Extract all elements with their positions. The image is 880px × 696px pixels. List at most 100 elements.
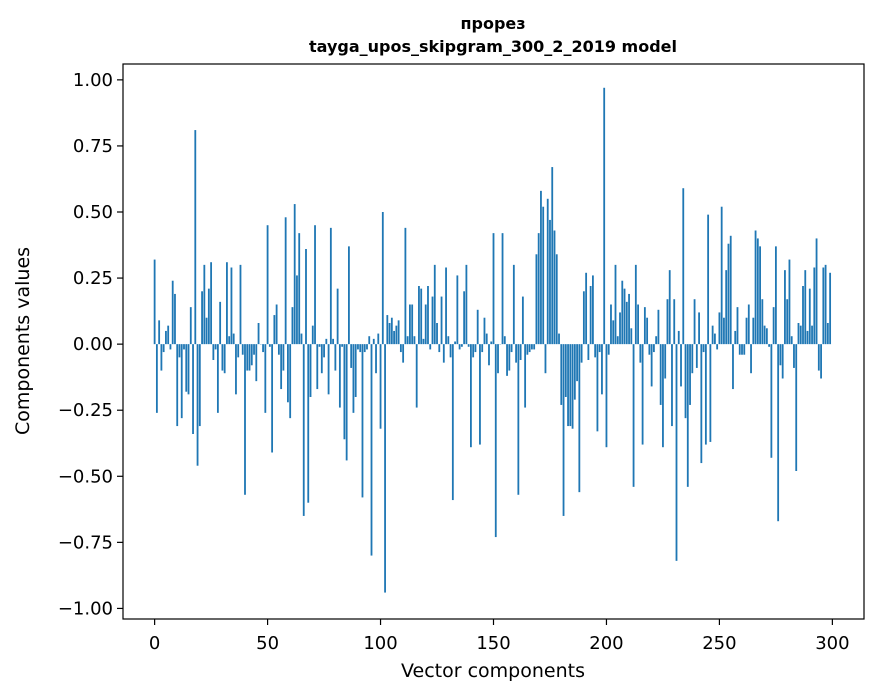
bar-228 [668,270,671,345]
y-tick-label: 0.75 [73,136,113,157]
x-axis-label: Vector components [401,660,585,682]
bar-291 [811,325,813,345]
bar-235 [684,344,687,419]
bar-140 [470,344,472,448]
bar-90 [357,344,359,350]
bar-186 [573,344,576,400]
bar-190 [582,291,585,345]
bar-244 [704,344,707,445]
bar-233 [680,344,682,387]
x-tick-label: 0 [149,633,160,654]
bar-92 [361,344,364,498]
bar-18 [194,130,197,345]
bar-122 [429,344,432,350]
bar-155 [503,336,506,345]
bar-191 [585,272,588,345]
bar-49 [264,344,267,413]
bar-200 [605,344,608,448]
bar-88 [352,344,355,413]
y-tick-label: 0.00 [73,334,113,355]
bar-284 [795,344,798,471]
bar-109 [399,344,402,353]
bar-299 [829,272,832,345]
bar-36 [235,344,237,395]
bar-172 [542,206,545,345]
bar-84 [343,344,346,440]
bar-67 [305,249,307,345]
bar-30 [221,344,224,371]
bar-23 [205,317,208,345]
bar-16 [189,307,192,345]
bar-48 [262,344,264,353]
bar-102 [384,344,386,593]
bar-6 [167,325,170,345]
bar-78 [329,227,332,345]
bar-17 [192,344,194,434]
bar-116 [415,344,418,408]
bar-231 [675,344,678,561]
bar-170 [537,233,540,345]
bar-258 [736,307,739,345]
bar-37 [237,344,240,358]
bar-188 [578,344,581,493]
bar-251 [720,206,723,345]
bar-203 [612,320,615,345]
bar-74 [320,344,323,374]
bar-108 [397,320,400,345]
bar-125 [436,323,438,345]
bar-34 [230,267,233,345]
bar-3 [160,344,163,371]
bar-45 [255,344,258,382]
bar-107 [395,325,398,345]
bar-196 [596,344,599,432]
bar-113 [409,304,411,345]
bar-115 [413,336,416,345]
bar-117 [418,286,420,345]
bar-7 [169,344,172,350]
bar-272 [768,344,771,347]
bar-236 [686,344,689,487]
bar-104 [388,323,391,345]
bar-298 [826,323,829,345]
x-tick-label: 150 [476,633,510,654]
bar-103 [386,315,389,345]
bar-80 [334,344,337,371]
bar-212 [632,344,635,487]
bar-209 [625,301,628,345]
plot-frame [122,63,865,620]
bar-132 [451,344,454,501]
bar-254 [727,243,730,345]
bar-264 [750,344,752,374]
bar-180 [560,344,563,405]
bar-93 [363,344,366,353]
bar-169 [535,254,538,345]
bar-207 [621,280,624,345]
bar-197 [598,344,601,353]
bar-290 [808,288,811,345]
bar-177 [553,230,556,345]
y-tick-label: −0.75 [58,532,113,553]
bar-63 [296,275,298,345]
bar-38 [239,264,242,345]
bar-89 [354,344,357,397]
bar-82 [338,344,341,408]
bar-218 [646,317,649,345]
bar-214 [637,304,639,345]
bar-121 [427,286,429,345]
bar-183 [567,344,569,427]
x-tick-label: 50 [256,633,279,654]
bar-194 [592,275,594,345]
bar-148 [488,344,490,366]
bar-259 [738,344,741,355]
bar-13 [183,344,185,350]
bar-106 [393,330,395,345]
chart-title-line1: прорез [460,14,525,33]
bar-281 [788,259,791,345]
bar-131 [449,344,452,358]
bar-138 [465,264,468,345]
bar-184 [569,344,572,427]
bar-288 [804,270,807,345]
bar-187 [576,344,578,382]
bar-123 [431,296,434,345]
bar-185 [571,344,574,429]
